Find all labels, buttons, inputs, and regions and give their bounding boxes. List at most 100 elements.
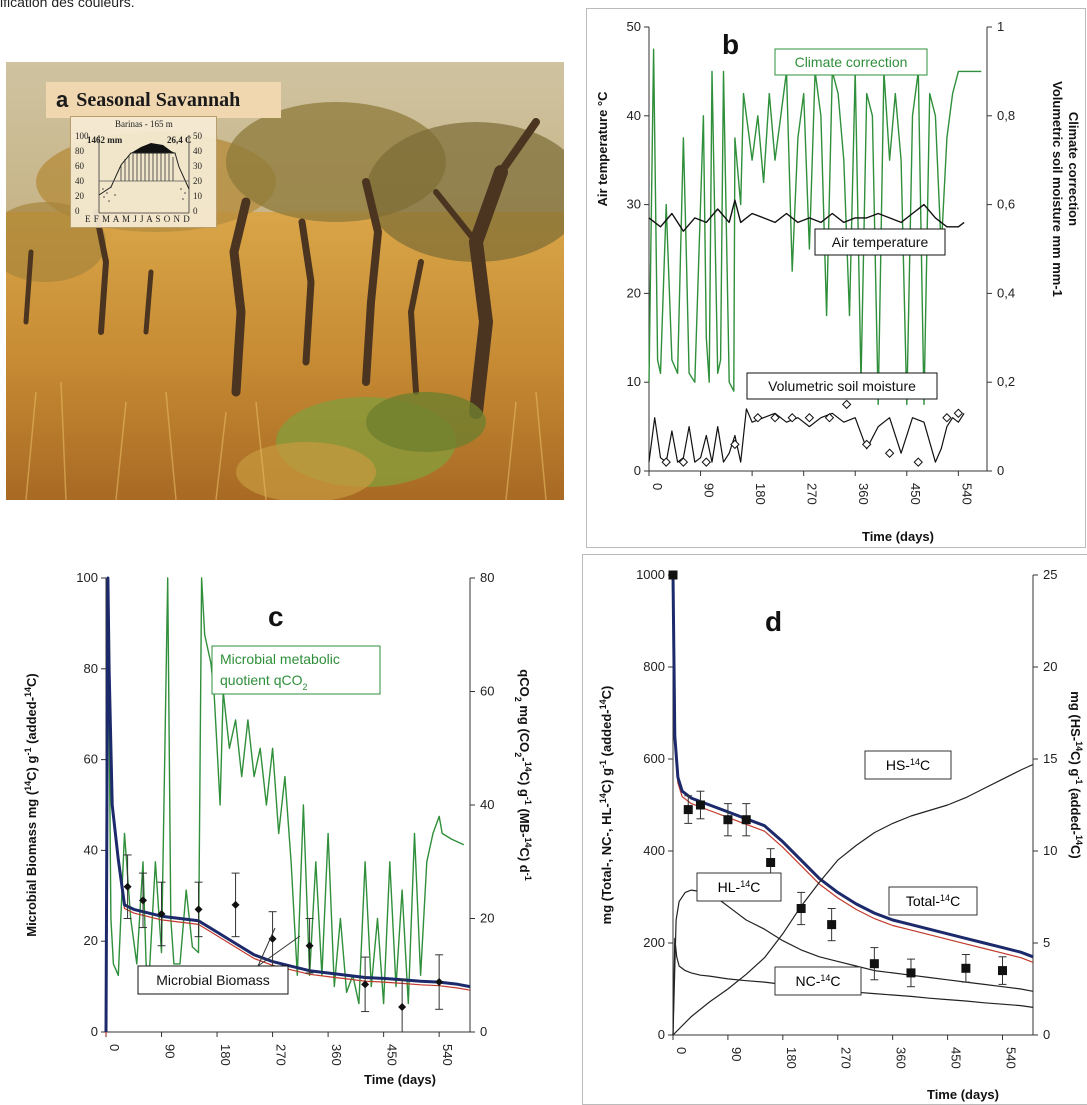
y-tick-label-left: 100 [76, 570, 98, 585]
y-tick-label-right: 0,8 [997, 108, 1015, 123]
y-tick-label-left: 800 [643, 659, 665, 674]
y-tick-label-right: 20 [480, 911, 494, 926]
soil-moisture-label-box [746, 372, 938, 400]
y-axis-label-right-part: mg (CO [517, 702, 532, 753]
y-axis-label-right-part: qCO [517, 669, 532, 696]
y-tick-label-right: 15 [1043, 751, 1057, 766]
y-axis-label-right-climate: Climate correction [1066, 112, 1081, 226]
qco2-line [105, 577, 465, 1033]
y-axis-label-right-part: 14 [523, 762, 533, 772]
y-axis-label-right-part: C) g [517, 772, 532, 797]
y-axis-label-left: mg (Total-, NC-, HL-14C) g-1 (added-14C) [598, 686, 614, 925]
y-tick-label-left: 50 [627, 19, 641, 34]
total-point [683, 805, 693, 815]
total-label-part: Total- [906, 893, 941, 909]
y-tick-label-left: 30 [627, 197, 641, 212]
x-tick-label: 0 [107, 1044, 122, 1051]
y-axis-label-right-part: 14 [1074, 741, 1084, 751]
y-axis-label-right-part: C) [1068, 845, 1083, 859]
x-tick-label: 90 [163, 1044, 178, 1058]
y-axis-label-left-part: C) [599, 686, 614, 700]
total-label-box [888, 886, 978, 916]
x-axis-label: Time (days) [862, 529, 934, 544]
x-tick-label: 180 [753, 483, 768, 505]
chart-c: 0 20 40 60 80 100 0 20 40 60 80 0 90 180 270 360 450 540 c… [23, 570, 533, 1087]
biomass-pointer [257, 927, 276, 967]
biomass-point [157, 909, 166, 918]
y-tick-label-right: 20 [1043, 659, 1057, 674]
total-point [723, 815, 733, 825]
qco2-label-line2: quotient qCO2 [220, 672, 308, 692]
soil-moisture-marker [701, 457, 711, 467]
climate-right-tick: 40 [193, 146, 202, 156]
x-tick-label: 450 [385, 1044, 400, 1066]
soil-moisture-marker [913, 457, 923, 467]
biomass-point [361, 980, 370, 989]
y-axis-label-left-part: 14 [598, 793, 608, 803]
soil-moisture-marker [884, 448, 895, 458]
y-tick-label-left: 60 [84, 752, 98, 767]
y-axis-label-right-part: 14 [523, 837, 533, 847]
biomass-point [123, 882, 132, 891]
y-tick-label-left: 0 [658, 1027, 665, 1042]
total-point [668, 570, 678, 580]
hs-label-box [864, 750, 952, 780]
x-tick-label: 270 [274, 1044, 289, 1066]
panel-a-title-text: Seasonal Savannah [76, 88, 241, 111]
x-tick-label: 90 [729, 1047, 744, 1061]
y-axis-label-right-part: -1 [1074, 776, 1084, 784]
y-axis-label-left: Microbial Biomass mg (14C) g-1 (added-14… [23, 673, 39, 937]
y-tick-label-right: 80 [480, 570, 494, 585]
y-axis-label-right-moisture: Volumetric soil moisture mm mm-1 [1050, 81, 1065, 297]
total-point [695, 800, 705, 810]
y-axis-label-right: qCO2 mg (CO2-14C) g-1 (MB-14C) d-1 [513, 669, 533, 881]
x-tick-label: 270 [839, 1047, 854, 1069]
hl-label-part: 14 [740, 879, 750, 889]
total-point [827, 920, 837, 930]
total-line [671, 574, 1034, 959]
y-axis-label-left: Air temperature °C [595, 91, 610, 207]
x-tick-label: 450 [949, 1047, 964, 1069]
air-temperature-label: Air temperature [832, 234, 929, 250]
climate-left-tick: 100 [75, 131, 89, 141]
y-tick-label-left: 400 [643, 843, 665, 858]
climate-station: Barinas - 165 m [115, 119, 173, 129]
y-axis-label-right-part: mg (HS- [1068, 691, 1083, 741]
y-tick-label-left: 20 [627, 285, 641, 300]
y-axis-label-left-part: mg (Total-, NC-, HL- [599, 803, 614, 924]
y-axis-label-left-part: Microbial Biomass mg ( [24, 790, 39, 937]
y-axis-label-left-part: 14 [23, 687, 33, 697]
total-line-alt [672, 580, 1034, 963]
y-axis-label-right-part: C) g [1068, 751, 1083, 776]
climate-left-tick: 60 [75, 161, 84, 171]
soil-moisture-label: Volumetric soil moisture [768, 378, 916, 394]
savannah-photo [6, 62, 564, 500]
total-label: Total-14C [906, 893, 960, 909]
y-tick-label-left: 40 [84, 842, 98, 857]
x-tick-label: 360 [894, 1047, 909, 1069]
air-temperature-label-box [814, 228, 946, 256]
total-point [869, 959, 879, 969]
x-tick-label: 450 [908, 483, 923, 505]
panel-a-letter: a [56, 87, 69, 112]
climate-right-tick: 50 [193, 131, 202, 141]
x-tick-label: 180 [218, 1044, 233, 1066]
y-axis-label-right-part: 14 [1074, 835, 1084, 845]
biomass-pointer [257, 935, 301, 967]
biomass-label-box [137, 965, 289, 995]
y-tick-label-right: 60 [480, 684, 494, 699]
panel-d-letter: d [765, 606, 782, 637]
x-tick-label: 540 [1003, 1047, 1018, 1069]
hs-label: HS-14C [886, 757, 930, 773]
biomass-point [231, 900, 240, 909]
y-tick-label-left: 10 [627, 374, 641, 389]
biomass-point [194, 905, 203, 914]
y-axis-label-left-part: (added- [24, 697, 39, 748]
climate-left-tick: 20 [75, 191, 84, 201]
y-axis-label-left-part: -1 [598, 760, 608, 768]
soil-moisture-line [648, 408, 965, 463]
soil-moisture-marker [770, 413, 780, 423]
total-point [961, 963, 971, 973]
y-axis-label-left-part: -1 [23, 748, 33, 756]
y-tick-label-right: 5 [1043, 935, 1050, 950]
